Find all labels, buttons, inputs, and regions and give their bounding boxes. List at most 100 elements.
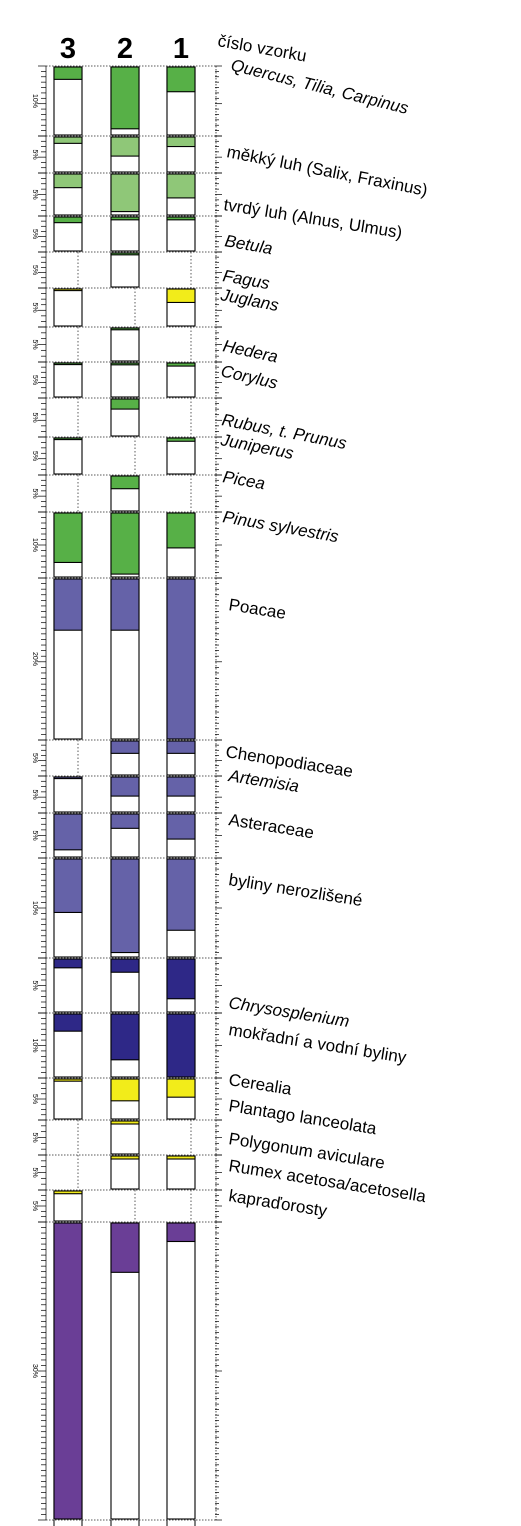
value-bar — [110, 173, 140, 213]
value-bar-outline — [110, 362, 140, 398]
value-bar — [53, 216, 83, 224]
value-bar — [53, 437, 83, 441]
value-bar — [110, 1222, 140, 1273]
value-bar — [110, 1078, 140, 1102]
scale-bracket-label: 10% — [31, 901, 38, 915]
value-bar — [110, 1013, 140, 1061]
value-bar — [53, 578, 83, 631]
scale-bracket-label: 5% — [31, 1094, 38, 1104]
value-bar-outline — [110, 252, 140, 288]
value-bar — [53, 173, 83, 189]
value-bar — [53, 1222, 83, 1520]
value-bar — [53, 1013, 83, 1032]
value-bar — [166, 1078, 196, 1098]
value-bar — [110, 776, 140, 797]
value-bar — [166, 1155, 196, 1160]
scale-bracket-label: 5% — [31, 451, 38, 461]
value-bar — [110, 1120, 140, 1125]
value-bar-outline — [53, 1190, 83, 1222]
taxon-label: Betula — [223, 231, 274, 258]
value-bar — [53, 136, 83, 144]
scale-bracket-label: 5% — [31, 339, 38, 349]
value-bar-outline — [166, 1222, 196, 1520]
value-bar — [53, 958, 83, 969]
scale-bracket-label: 30% — [31, 1364, 38, 1378]
value-bar — [166, 578, 196, 740]
value-bar — [110, 66, 140, 130]
value-bar — [166, 512, 196, 549]
taxon-label: byliny nerozlišené — [227, 870, 363, 910]
scale-bracket-label: 5% — [31, 229, 38, 239]
value-bar-outline — [53, 1078, 83, 1120]
value-bar-outline — [53, 362, 83, 398]
value-bar-outline — [166, 1155, 196, 1190]
value-bar — [110, 1155, 140, 1160]
value-bar — [53, 288, 83, 292]
value-bar — [166, 1222, 196, 1243]
value-bar — [166, 437, 196, 442]
value-bar — [166, 1013, 196, 1078]
value-bar-outline — [110, 1155, 140, 1190]
scale-bracket-label: 5% — [31, 1132, 38, 1142]
value-bar-outline — [166, 437, 196, 475]
value-bar — [110, 475, 140, 490]
scale-bracket-label: 5% — [31, 830, 38, 840]
taxon-label: Asteraceae — [227, 810, 315, 842]
value-bar — [110, 136, 140, 157]
value-bar — [166, 776, 196, 797]
value-bar — [110, 398, 140, 410]
scale-bracket-label: 10% — [31, 94, 38, 108]
scale-bracket-label: 5% — [31, 1201, 38, 1211]
scale-bracket-label: 10% — [31, 538, 38, 552]
value-bar — [110, 512, 140, 575]
value-bar-outline — [53, 288, 83, 327]
value-bar — [166, 136, 196, 148]
value-bar — [53, 1078, 83, 1082]
value-bar-outline — [53, 776, 83, 813]
scale-bracket-label: 5% — [31, 189, 38, 199]
scale-bracket-label: 10% — [31, 1038, 38, 1052]
taxon-label: Poacae — [227, 595, 287, 623]
value-bar — [110, 216, 140, 221]
value-bar — [53, 813, 83, 851]
scale-bracket-label: 5% — [31, 488, 38, 498]
value-bar — [110, 858, 140, 954]
taxon-label: Picea — [221, 467, 266, 493]
value-bar — [110, 362, 140, 366]
value-bar — [110, 958, 140, 973]
value-bar — [166, 958, 196, 1000]
value-bar-outline — [110, 327, 140, 362]
scale-bracket-label: 5% — [31, 265, 38, 275]
value-bar — [166, 858, 196, 931]
value-bar — [110, 327, 140, 331]
value-bar — [53, 1190, 83, 1195]
taxon-label: kapraďorosty — [227, 1186, 329, 1220]
value-bar — [110, 740, 140, 754]
value-bar — [110, 813, 140, 829]
value-bar — [166, 66, 196, 93]
scale-bracket-label: 5% — [31, 980, 38, 990]
sample-number-3: 3 — [60, 33, 76, 65]
value-bar — [110, 578, 140, 631]
value-bar-outline — [53, 437, 83, 475]
value-bar — [166, 740, 196, 754]
scale-bracket-label: 5% — [31, 375, 38, 385]
sample-number-2: 2 — [117, 33, 133, 65]
value-bar — [53, 66, 83, 80]
value-bar — [166, 813, 196, 840]
taxon-label: Cerealia — [227, 1070, 293, 1099]
value-bar-outline — [166, 216, 196, 252]
value-bar — [53, 512, 83, 564]
value-bar — [110, 252, 140, 256]
value-bar-outline — [166, 362, 196, 398]
value-bar — [53, 776, 83, 780]
sample-number-label: číslo vzorku — [216, 31, 308, 65]
value-bar — [166, 216, 196, 221]
scale-bracket-label: 5% — [31, 1167, 38, 1177]
scale-bracket-label: 20% — [31, 652, 38, 666]
value-bar — [166, 362, 196, 367]
value-bar — [166, 173, 196, 199]
value-bar — [166, 288, 196, 304]
taxon-label: Corylus — [219, 361, 280, 393]
